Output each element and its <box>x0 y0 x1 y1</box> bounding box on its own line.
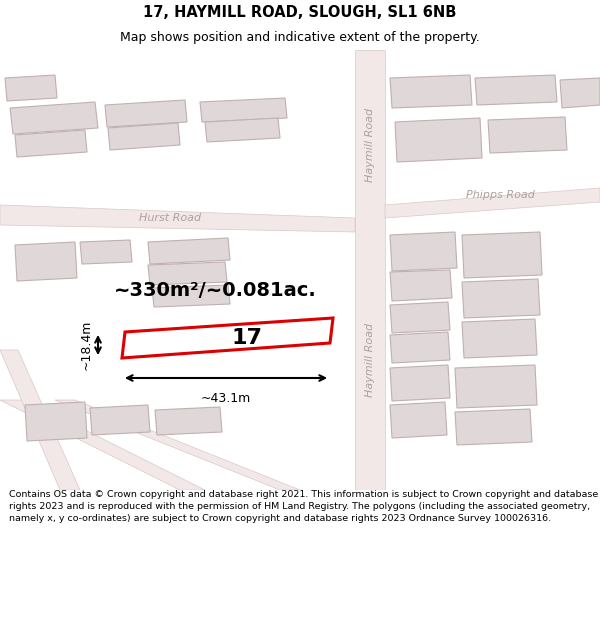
Polygon shape <box>475 75 557 105</box>
Polygon shape <box>560 78 600 108</box>
Polygon shape <box>5 75 57 101</box>
Polygon shape <box>15 130 87 157</box>
Polygon shape <box>462 232 542 278</box>
Polygon shape <box>0 205 355 232</box>
Polygon shape <box>205 118 280 142</box>
Polygon shape <box>108 123 180 150</box>
Polygon shape <box>80 240 132 264</box>
Polygon shape <box>200 98 287 122</box>
Text: ~330m²/~0.081ac.: ~330m²/~0.081ac. <box>113 281 316 299</box>
Polygon shape <box>355 50 385 490</box>
Polygon shape <box>10 102 98 134</box>
Text: Map shows position and indicative extent of the property.: Map shows position and indicative extent… <box>120 31 480 44</box>
Polygon shape <box>390 302 450 333</box>
Polygon shape <box>0 400 205 490</box>
Text: ~43.1m: ~43.1m <box>201 392 251 405</box>
Text: 17, HAYMILL ROAD, SLOUGH, SL1 6NB: 17, HAYMILL ROAD, SLOUGH, SL1 6NB <box>143 5 457 20</box>
Polygon shape <box>148 262 227 285</box>
Polygon shape <box>385 188 600 218</box>
Text: Contains OS data © Crown copyright and database right 2021. This information is : Contains OS data © Crown copyright and d… <box>9 490 598 522</box>
Polygon shape <box>462 319 537 358</box>
Text: 17: 17 <box>232 328 263 348</box>
Text: ~18.4m: ~18.4m <box>80 320 93 370</box>
Polygon shape <box>148 238 230 264</box>
Polygon shape <box>15 242 77 281</box>
Polygon shape <box>390 232 457 271</box>
Text: Phipps Road: Phipps Road <box>466 190 535 200</box>
Polygon shape <box>390 75 472 108</box>
Text: Hurst Road: Hurst Road <box>139 213 201 223</box>
Polygon shape <box>155 407 222 435</box>
Polygon shape <box>455 365 537 408</box>
Text: Haymill Road: Haymill Road <box>365 108 375 182</box>
Polygon shape <box>105 100 187 127</box>
Polygon shape <box>25 402 87 441</box>
Polygon shape <box>462 279 540 318</box>
Text: Haymill Road: Haymill Road <box>365 323 375 397</box>
Polygon shape <box>90 405 150 435</box>
Polygon shape <box>390 402 447 438</box>
Polygon shape <box>455 409 532 445</box>
Polygon shape <box>152 285 230 307</box>
Polygon shape <box>55 400 300 490</box>
Polygon shape <box>390 270 452 301</box>
Polygon shape <box>390 365 450 401</box>
Polygon shape <box>390 332 450 363</box>
Polygon shape <box>0 350 80 490</box>
Polygon shape <box>122 318 333 358</box>
Polygon shape <box>488 117 567 153</box>
Polygon shape <box>395 118 482 162</box>
